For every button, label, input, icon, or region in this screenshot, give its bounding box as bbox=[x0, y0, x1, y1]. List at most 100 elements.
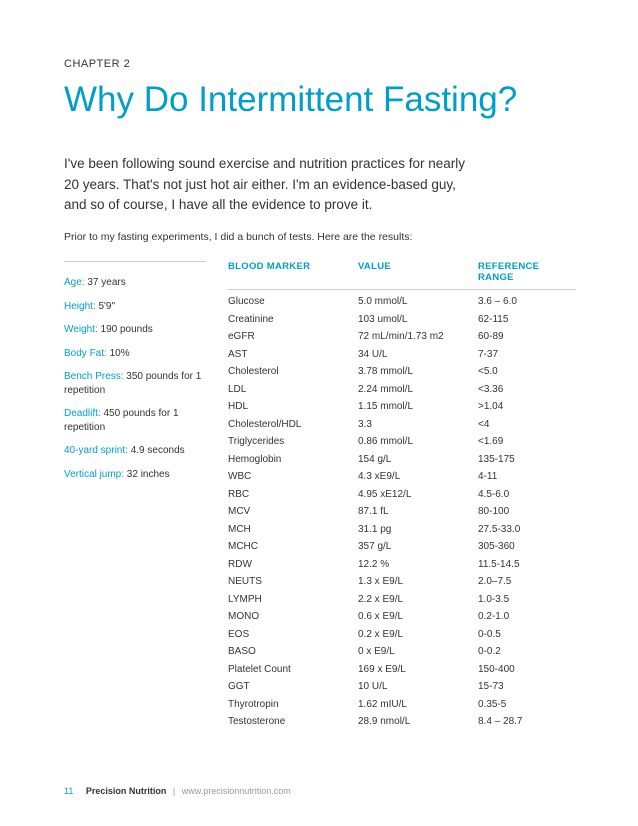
cell-range: >1.04 bbox=[478, 398, 576, 416]
cell-range: 2.0–7.5 bbox=[478, 573, 576, 591]
table-row: EOS0.2 x E9/L0-0.5 bbox=[228, 626, 576, 644]
stat-value: 4.9 seconds bbox=[128, 445, 185, 456]
cell-value: 0.86 mmol/L bbox=[358, 433, 478, 451]
cell-marker: HDL bbox=[228, 398, 358, 416]
footer-separator: | bbox=[173, 786, 175, 796]
table-row: Platelet Count169 x E9/L150-400 bbox=[228, 661, 576, 679]
cell-marker: Thyrotropin bbox=[228, 696, 358, 714]
cell-value: 1.15 mmol/L bbox=[358, 398, 478, 416]
page-footer: 11 Precision Nutrition | www.precisionnu… bbox=[64, 786, 291, 796]
cell-value: 3.78 mmol/L bbox=[358, 363, 478, 381]
cell-value: 154 g/L bbox=[358, 451, 478, 469]
table-row: HDL1.15 mmol/L>1.04 bbox=[228, 398, 576, 416]
cell-value: 87.1 fL bbox=[358, 503, 478, 521]
table-row: WBC4.3 xE9/L4-11 bbox=[228, 468, 576, 486]
cell-value: 3.3 bbox=[358, 416, 478, 434]
table-row: MONO0.6 x E9/L0.2-1.0 bbox=[228, 608, 576, 626]
cell-range: 7-37 bbox=[478, 346, 576, 364]
stat-value: 10% bbox=[107, 348, 130, 359]
cell-marker: Glucose bbox=[228, 293, 358, 311]
stat-label: Height: bbox=[64, 301, 96, 312]
stat-label: Bench Press: bbox=[64, 371, 123, 382]
cell-marker: Cholesterol/HDL bbox=[228, 416, 358, 434]
table-row: Thyrotropin1.62 mIU/L0.35-5 bbox=[228, 696, 576, 714]
document-page: CHAPTER 2 Why Do Intermittent Fasting? I… bbox=[0, 0, 638, 731]
cell-marker: MCH bbox=[228, 521, 358, 539]
cell-marker: Platelet Count bbox=[228, 661, 358, 679]
stat-label: 40-yard sprint: bbox=[64, 445, 128, 456]
cell-range: <3.36 bbox=[478, 381, 576, 399]
table-row: AST34 U/L7-37 bbox=[228, 346, 576, 364]
cell-range: <4 bbox=[478, 416, 576, 434]
cell-marker: eGFR bbox=[228, 328, 358, 346]
th-value: VALUE bbox=[358, 261, 478, 283]
stat-value: 190 pounds bbox=[98, 324, 153, 335]
table-row: GGT10 U/L15-73 bbox=[228, 678, 576, 696]
cell-value: 10 U/L bbox=[358, 678, 478, 696]
table-row: Hemoglobin154 g/L135-175 bbox=[228, 451, 576, 469]
cell-marker: RBC bbox=[228, 486, 358, 504]
lede-paragraph: I've been following sound exercise and n… bbox=[64, 154, 474, 215]
cell-range: 150-400 bbox=[478, 661, 576, 679]
cell-marker: LYMPH bbox=[228, 591, 358, 609]
cell-marker: LDL bbox=[228, 381, 358, 399]
cell-range: 8.4 – 28.7 bbox=[478, 713, 576, 731]
table-row: MCHC357 g/L305-360 bbox=[228, 538, 576, 556]
cell-range: 0-0.5 bbox=[478, 626, 576, 644]
table-row: Creatinine103 umol/L62-115 bbox=[228, 311, 576, 329]
table-row: Glucose5.0 mmol/L3.6 – 6.0 bbox=[228, 293, 576, 311]
cell-marker: MCV bbox=[228, 503, 358, 521]
page-number: 11 bbox=[64, 786, 73, 796]
cell-range: 135-175 bbox=[478, 451, 576, 469]
cell-range: 3.6 – 6.0 bbox=[478, 293, 576, 311]
stat-item: Bench Press: 350 pounds for 1 repetition bbox=[64, 370, 206, 397]
cell-marker: WBC bbox=[228, 468, 358, 486]
cell-value: 103 umol/L bbox=[358, 311, 478, 329]
cell-range: 60-89 bbox=[478, 328, 576, 346]
table-row: Triglycerides0.86 mmol/L<1.69 bbox=[228, 433, 576, 451]
table-row: NEUTS1.3 x E9/L2.0–7.5 bbox=[228, 573, 576, 591]
blood-marker-table: BLOOD MARKER VALUE REFERENCE RANGE Gluco… bbox=[228, 261, 576, 731]
table-row: LYMPH2.2 x E9/L1.0-3.5 bbox=[228, 591, 576, 609]
stat-item: Height: 5'9" bbox=[64, 300, 206, 314]
table-row: eGFR72 mL/min/1.73 m260-89 bbox=[228, 328, 576, 346]
table-row: RDW12.2 %11.5-14.5 bbox=[228, 556, 576, 574]
cell-marker: NEUTS bbox=[228, 573, 358, 591]
stat-item: Body Fat: 10% bbox=[64, 347, 206, 361]
th-marker: BLOOD MARKER bbox=[228, 261, 358, 283]
cell-marker: Creatinine bbox=[228, 311, 358, 329]
cell-range: <1.69 bbox=[478, 433, 576, 451]
cell-value: 0.2 x E9/L bbox=[358, 626, 478, 644]
table-row: MCH31.1 pg27.5-33.0 bbox=[228, 521, 576, 539]
cell-value: 4.3 xE9/L bbox=[358, 468, 478, 486]
cell-range: 62-115 bbox=[478, 311, 576, 329]
table-row: BASO0 x E9/L0-0.2 bbox=[228, 643, 576, 661]
cell-range: 11.5-14.5 bbox=[478, 556, 576, 574]
sublede-paragraph: Prior to my fasting experiments, I did a… bbox=[64, 231, 576, 243]
cell-marker: Testosterone bbox=[228, 713, 358, 731]
cell-marker: GGT bbox=[228, 678, 358, 696]
cell-marker: BASO bbox=[228, 643, 358, 661]
cell-range: 27.5-33.0 bbox=[478, 521, 576, 539]
stat-label: Body Fat: bbox=[64, 348, 107, 359]
cell-value: 0.6 x E9/L bbox=[358, 608, 478, 626]
content-row: Age: 37 yearsHeight: 5'9"Weight: 190 pou… bbox=[64, 261, 576, 731]
cell-marker: RDW bbox=[228, 556, 358, 574]
chapter-label: CHAPTER 2 bbox=[64, 58, 576, 70]
stat-label: Vertical jump: bbox=[64, 469, 124, 480]
table-row: LDL2.24 mmol/L<3.36 bbox=[228, 381, 576, 399]
stat-item: Age: 37 years bbox=[64, 276, 206, 290]
stat-item: 40-yard sprint: 4.9 seconds bbox=[64, 444, 206, 458]
cell-value: 12.2 % bbox=[358, 556, 478, 574]
cell-value: 4.95 xE12/L bbox=[358, 486, 478, 504]
stat-item: Deadlift: 450 pounds for 1 repetition bbox=[64, 407, 206, 434]
cell-range: 15-73 bbox=[478, 678, 576, 696]
cell-value: 0 x E9/L bbox=[358, 643, 478, 661]
cell-range: 4-11 bbox=[478, 468, 576, 486]
cell-marker: AST bbox=[228, 346, 358, 364]
table-body: Glucose5.0 mmol/L3.6 – 6.0Creatinine103 … bbox=[228, 293, 576, 731]
cell-marker: Hemoglobin bbox=[228, 451, 358, 469]
stat-value: 5'9" bbox=[96, 301, 115, 312]
cell-value: 31.1 pg bbox=[358, 521, 478, 539]
cell-range: <5.0 bbox=[478, 363, 576, 381]
